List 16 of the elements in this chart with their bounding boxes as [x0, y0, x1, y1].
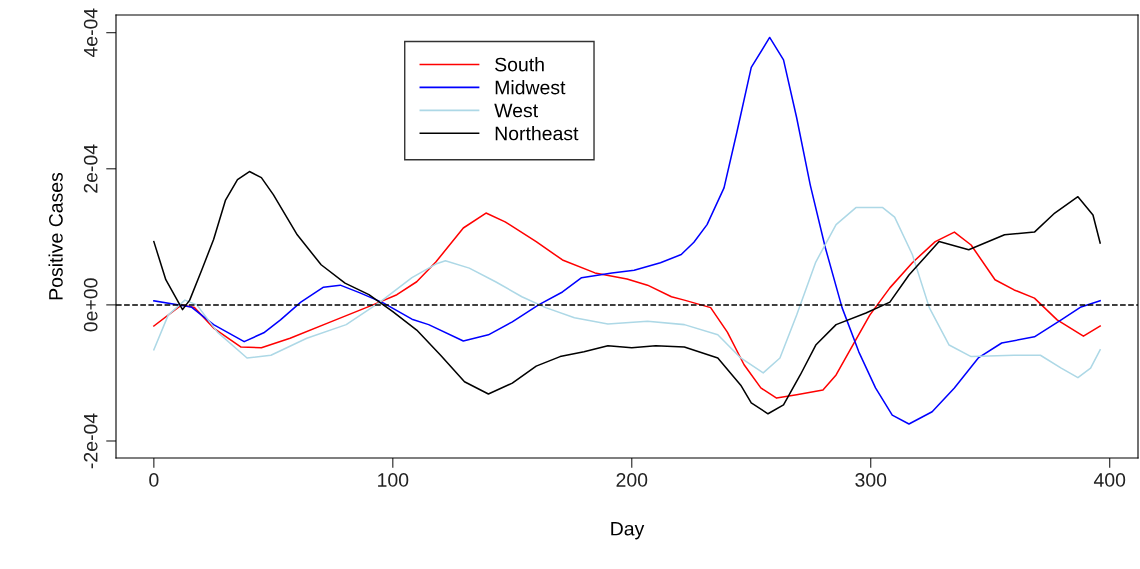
y-tick-label: 0e+00 — [83, 278, 98, 332]
x-tick-label: 300 — [855, 473, 887, 487]
legend-label: Midwest — [495, 80, 566, 95]
legend-label: Northeast — [495, 126, 579, 141]
x-tick-label: 0 — [149, 473, 159, 487]
y-tick-label: -2e-04 — [83, 413, 98, 469]
y-axis-title: Positive Cases — [48, 172, 63, 300]
x-axis-title: Day — [611, 521, 645, 540]
legend-label: South — [495, 57, 544, 72]
x-tick-label: 200 — [616, 473, 648, 487]
x-tick-label: 400 — [1093, 473, 1126, 487]
line-series — [153, 36, 1101, 425]
y-tick-label: 4e-04 — [83, 8, 98, 58]
x-tick-label: 100 — [378, 473, 409, 487]
legend-label: West — [494, 103, 538, 118]
y-tick-label: 2e-04 — [83, 144, 98, 193]
